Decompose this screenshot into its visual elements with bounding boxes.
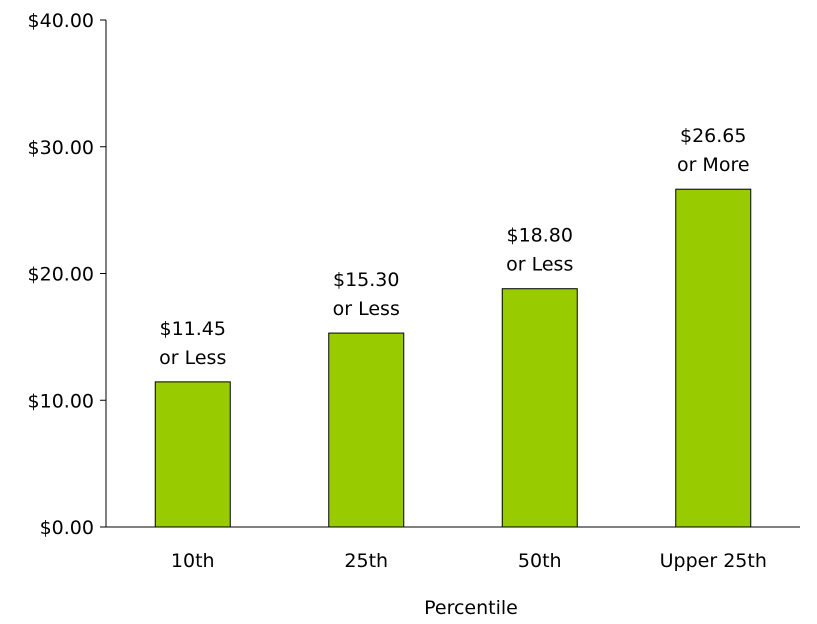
data-label-value: $26.65 <box>680 125 746 147</box>
y-tick-label: $40.00 <box>28 10 94 32</box>
x-tick-label: 50th <box>518 550 562 572</box>
data-label-qualifier: or Less <box>333 298 400 320</box>
x-tick-label: 25th <box>344 550 388 572</box>
data-label-value: $11.45 <box>160 318 226 340</box>
data-labels: $11.45 or Less $15.30 or Less $18.80 or Less $… <box>159 125 749 369</box>
x-axis-title: Percentile <box>424 597 518 619</box>
bars <box>154 188 752 528</box>
y-tick-label: $20.00 <box>28 264 94 286</box>
bar <box>675 188 752 528</box>
axes: $0.00 $10.00 $20.00 $30.00 $40.00 10th 25th 50t… <box>28 10 800 572</box>
x-tick-label: Upper 25th <box>660 550 767 572</box>
y-tick-label: $10.00 <box>28 390 94 412</box>
y-tick-label: $30.00 <box>28 137 94 159</box>
data-label-value: $15.30 <box>333 269 399 291</box>
bar <box>501 288 578 528</box>
data-label-qualifier: or Less <box>159 347 226 369</box>
bar <box>154 381 231 528</box>
bar <box>328 332 405 528</box>
data-label-qualifier: or Less <box>506 254 573 276</box>
data-label-qualifier: or More <box>677 154 750 176</box>
y-tick-label: $0.00 <box>40 517 94 539</box>
data-label-value: $18.80 <box>507 225 573 247</box>
x-tick-label: 10th <box>171 550 215 572</box>
